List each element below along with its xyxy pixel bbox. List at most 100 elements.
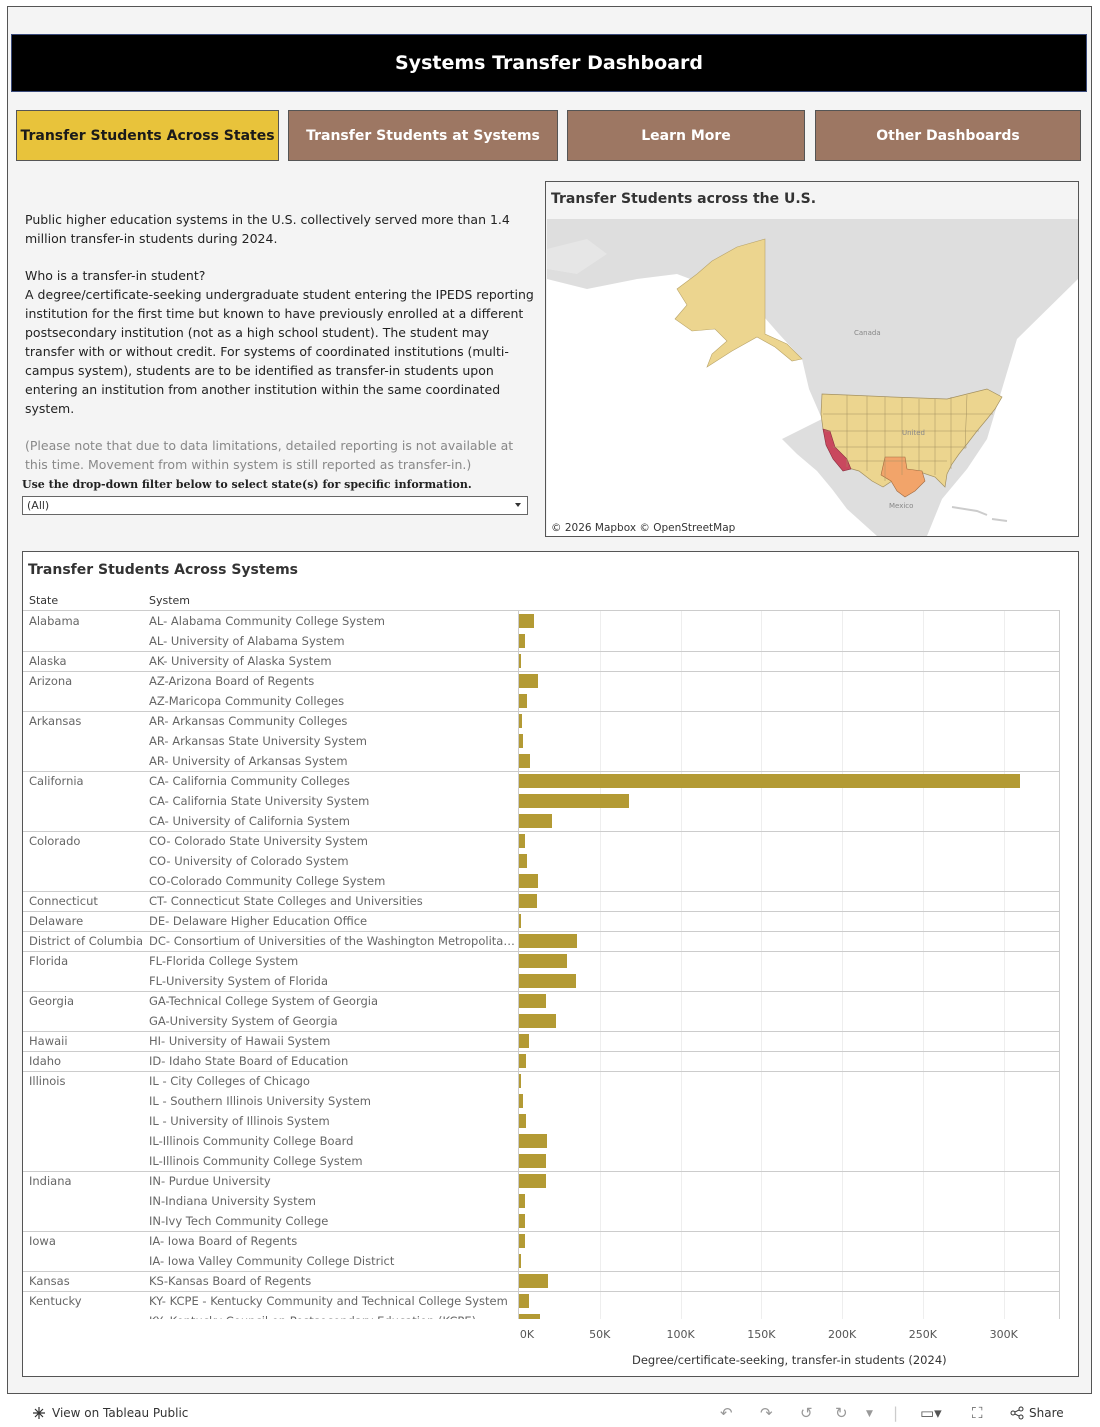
system-label: CT- Connecticut State Colleges and Unive… [149,894,423,908]
nav-button-systems[interactable]: Transfer Students at Systems [288,110,558,161]
refresh-icon[interactable]: ↻ [835,1404,848,1422]
table-row[interactable]: IL-Illinois Community College System [23,1151,1060,1171]
table-row[interactable]: FL-University System of Florida [23,971,1060,991]
table-row[interactable]: Colorado CO- Colorado State University Sy… [23,831,1060,851]
bar[interactable] [519,1034,529,1048]
bar[interactable] [519,994,547,1008]
table-row[interactable]: Hawaii HI- University of Hawaii System [23,1031,1060,1051]
bar[interactable] [519,694,528,708]
bar[interactable] [519,1254,521,1268]
table-row[interactable]: District of Columbia DC- Consortium of Un… [23,931,1060,951]
table-row[interactable]: Delaware DE- Delaware Higher Education Of… [23,911,1060,931]
bar[interactable] [519,1094,524,1108]
bar[interactable] [519,1054,527,1068]
bar[interactable] [519,854,527,868]
table-row[interactable]: Alaska AK- University of Alaska System [23,651,1060,671]
bar[interactable] [519,774,1020,788]
system-label: FL-University System of Florida [149,974,329,988]
us-map[interactable]: Canada United Mexico © 2026 Mapbox © Ope… [547,219,1078,536]
table-row[interactable]: Connecticut CT- Connecticut State College… [23,891,1060,911]
bar[interactable] [519,1134,548,1148]
nav-button-states[interactable]: Transfer Students Across States [16,110,279,161]
bar[interactable] [519,974,576,988]
table-row[interactable]: Florida FL-Florida College System [23,951,1060,971]
bar[interactable] [519,874,539,888]
table-row[interactable]: Kansas KS-Kansas Board of Regents [23,1271,1060,1291]
bar[interactable] [519,1314,540,1319]
gridline [761,610,763,1319]
state-label: Iowa [29,1234,56,1248]
bar[interactable] [519,814,553,828]
state-label: Idaho [29,1054,62,1068]
table-row[interactable]: AR- Arkansas State University System [23,731,1060,751]
table-row[interactable]: Kentucky KY- KCPE - Kentucky Community an… [23,1291,1060,1311]
system-label: AZ-Arizona Board of Regents [149,674,315,688]
table-row[interactable]: AR- University of Arkansas System [23,751,1060,771]
table-row[interactable]: KY- Kentucky Council on Postsecondary Ed… [23,1311,1060,1319]
view-on-tableau-link[interactable]: View on Tableau Public [32,1406,188,1420]
state-label: Hawaii [29,1034,68,1048]
bar[interactable] [519,714,522,728]
state-filter-dropdown[interactable]: (All) [22,496,528,515]
bar[interactable] [519,634,525,648]
table-row[interactable]: Illinois IL - City Colleges of Chicago [23,1071,1060,1091]
table-row[interactable]: Arkansas AR- Arkansas Community Colleges [23,711,1060,731]
table-row[interactable]: IN-Indiana University System [23,1191,1060,1211]
bar[interactable] [519,914,521,928]
table-row[interactable]: Georgia GA-Technical College System of Ge… [23,991,1060,1011]
download-icon[interactable]: ▭▾ [920,1404,942,1422]
bar[interactable] [519,1014,557,1028]
table-row[interactable]: California CA- California Community Colle… [23,771,1060,791]
bar[interactable] [519,1154,546,1168]
bar[interactable] [519,1294,529,1308]
table-row[interactable]: AL- University of Alabama System [23,631,1060,651]
bar[interactable] [519,1074,521,1088]
undo-icon[interactable]: ↶ [720,1404,733,1422]
table-row[interactable]: IL - Southern Illinois University System [23,1091,1060,1111]
table-row[interactable]: CA- University of California System [23,811,1060,831]
nav-button-learn-more[interactable]: Learn More [567,110,805,161]
table-row[interactable]: GA-University System of Georgia [23,1011,1060,1031]
bar[interactable] [519,754,530,768]
bar[interactable] [519,1174,547,1188]
redo-icon[interactable]: ↷ [760,1404,773,1422]
table-row[interactable]: Alabama AL- Alabama Community College Sys… [23,611,1060,631]
table-row[interactable]: CO- University of Colorado System [23,851,1060,871]
nav-button-other-dashboards[interactable]: Other Dashboards [815,110,1081,161]
bar[interactable] [519,894,537,908]
table-row[interactable]: IL-Illinois Community College Board [23,1131,1060,1151]
tableau-icon [33,1407,45,1419]
table-row[interactable]: CO-Colorado Community College System [23,871,1060,891]
table-row[interactable]: Arizona AZ-Arizona Board of Regents [23,671,1060,691]
bar[interactable] [519,674,539,688]
bar[interactable] [519,954,568,968]
table-row[interactable]: IL - University of Illinois System [23,1111,1060,1131]
bar[interactable] [519,1274,549,1288]
chevron-down-icon[interactable]: ▼ [866,1409,873,1419]
share-label: Share [1029,1406,1064,1420]
bar[interactable] [519,654,521,668]
bar[interactable] [519,834,526,848]
table-row[interactable]: Idaho ID- Idaho State Board of Education [23,1051,1060,1071]
x-tick-label: 100K [666,1328,695,1341]
bar[interactable] [519,734,524,748]
map-label-us: United [902,429,925,437]
bar[interactable] [519,934,578,948]
table-row[interactable]: IA- Iowa Valley Community College Distri… [23,1251,1060,1271]
table-row[interactable]: Indiana IN- Purdue University [23,1171,1060,1191]
fullscreen-icon[interactable]: ⛶ [972,1404,983,1422]
share-button[interactable]: Share [1010,1406,1064,1420]
table-row[interactable]: Iowa IA- Iowa Board of Regents [23,1231,1060,1251]
table-row[interactable]: AZ-Maricopa Community Colleges [23,691,1060,711]
revert-icon[interactable]: ↺ [800,1404,813,1422]
table-row[interactable]: CA- California State University System [23,791,1060,811]
bar[interactable] [519,1194,525,1208]
table-row[interactable]: IN-Ivy Tech Community College [23,1211,1060,1231]
bar[interactable] [519,614,534,628]
bar[interactable] [519,1214,526,1228]
bar[interactable] [519,1234,525,1248]
state-group-separator [23,931,1060,932]
land-west-islands [547,239,607,274]
bar[interactable] [519,794,629,808]
bar[interactable] [519,1114,527,1128]
